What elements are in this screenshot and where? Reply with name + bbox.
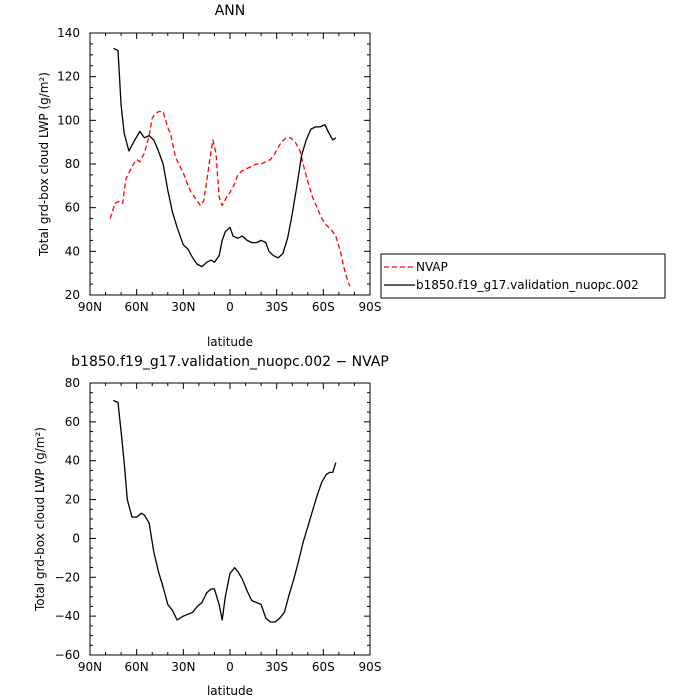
bottom-y-tick-label: 40 (65, 454, 80, 468)
top-plot-frame (89, 32, 371, 296)
bottom-y-tick-label: −60 (55, 648, 80, 662)
bottom-y-tick-label: 20 (65, 493, 80, 507)
top-y-tick-label: 140 (57, 26, 80, 40)
bottom-x-tick-label: 60N (125, 660, 149, 674)
top-title: ANN (215, 3, 246, 19)
top-y-axis-label: Total grd-box cloud LWP (g/m²) (37, 72, 51, 257)
bottom-y-tick-label: 0 (72, 531, 80, 545)
legend-label-model: b1850.f19_g17.validation_nuopc.002 (416, 278, 639, 292)
top-ticks: 90N 60N 30N 0 30S 60S 90S 20 40 60 80 100 120 140 (57, 26, 381, 314)
bottom-panel: b1850.f19_g17.validation_nuopc.002 − NVA… (33, 354, 389, 698)
top-y-tick-label: 60 (65, 201, 80, 215)
bottom-y-tick-label: 80 (65, 376, 80, 390)
top-series-line-b1850-f19-g17-validation-nuopc-002 (113, 47, 337, 268)
top-panel: ANN 90N 60N 30N 0 30S 60S 90S 20 40 60 80 100 120 140… (37, 3, 381, 349)
top-y-tick-label: 40 (65, 244, 80, 258)
top-y-tick-label: 20 (65, 288, 80, 302)
top-y-tick-label: 100 (57, 113, 80, 127)
top-series (109, 47, 351, 287)
top-x-tick-label: 60S (312, 300, 335, 314)
top-x-tick-label: 90N (78, 300, 102, 314)
bottom-title: b1850.f19_g17.validation_nuopc.002 − NVA… (71, 354, 389, 370)
bottom-y-axis-label: Total grd-box cloud LWP (g/m²) (33, 427, 47, 612)
top-series-line-nvap (109, 110, 351, 287)
legend-box (380, 253, 666, 299)
bottom-x-tick-label: 30N (171, 660, 195, 674)
bottom-y-tick-label: −40 (55, 609, 80, 623)
top-y-tick-label: 120 (57, 70, 80, 84)
bottom-y-tick-label: 60 (65, 415, 80, 429)
bottom-x-tick-label: 0 (226, 660, 234, 674)
top-x-tick-label: 60N (125, 300, 149, 314)
top-x-tick-label: 0 (226, 300, 234, 314)
legend: NVAP b1850.f19_g17.validation_nuopc.002 (380, 253, 666, 299)
top-x-tick-label: 30N (171, 300, 195, 314)
top-x-axis-label: latitude (207, 335, 253, 349)
bottom-series (113, 399, 337, 623)
top-y-tick-label: 80 (65, 157, 80, 171)
bottom-ticks: 90N 60N 30N 0 30S 60S 90S −60 −40 −20 0 20 40 60 80 (55, 376, 382, 674)
bottom-x-tick-label: 60S (312, 660, 335, 674)
bottom-x-axis-label: latitude (207, 684, 253, 698)
bottom-x-tick-label: 90N (78, 660, 102, 674)
bottom-plot-frame (89, 382, 371, 656)
bottom-x-tick-label: 90S (359, 660, 382, 674)
top-x-tick-label: 90S (359, 300, 382, 314)
bottom-x-tick-label: 30S (265, 660, 288, 674)
bottom-y-tick-label: −20 (55, 570, 80, 584)
top-x-tick-label: 30S (265, 300, 288, 314)
legend-label-nvap: NVAP (416, 260, 448, 274)
bottom-series-line-0 (113, 399, 337, 623)
